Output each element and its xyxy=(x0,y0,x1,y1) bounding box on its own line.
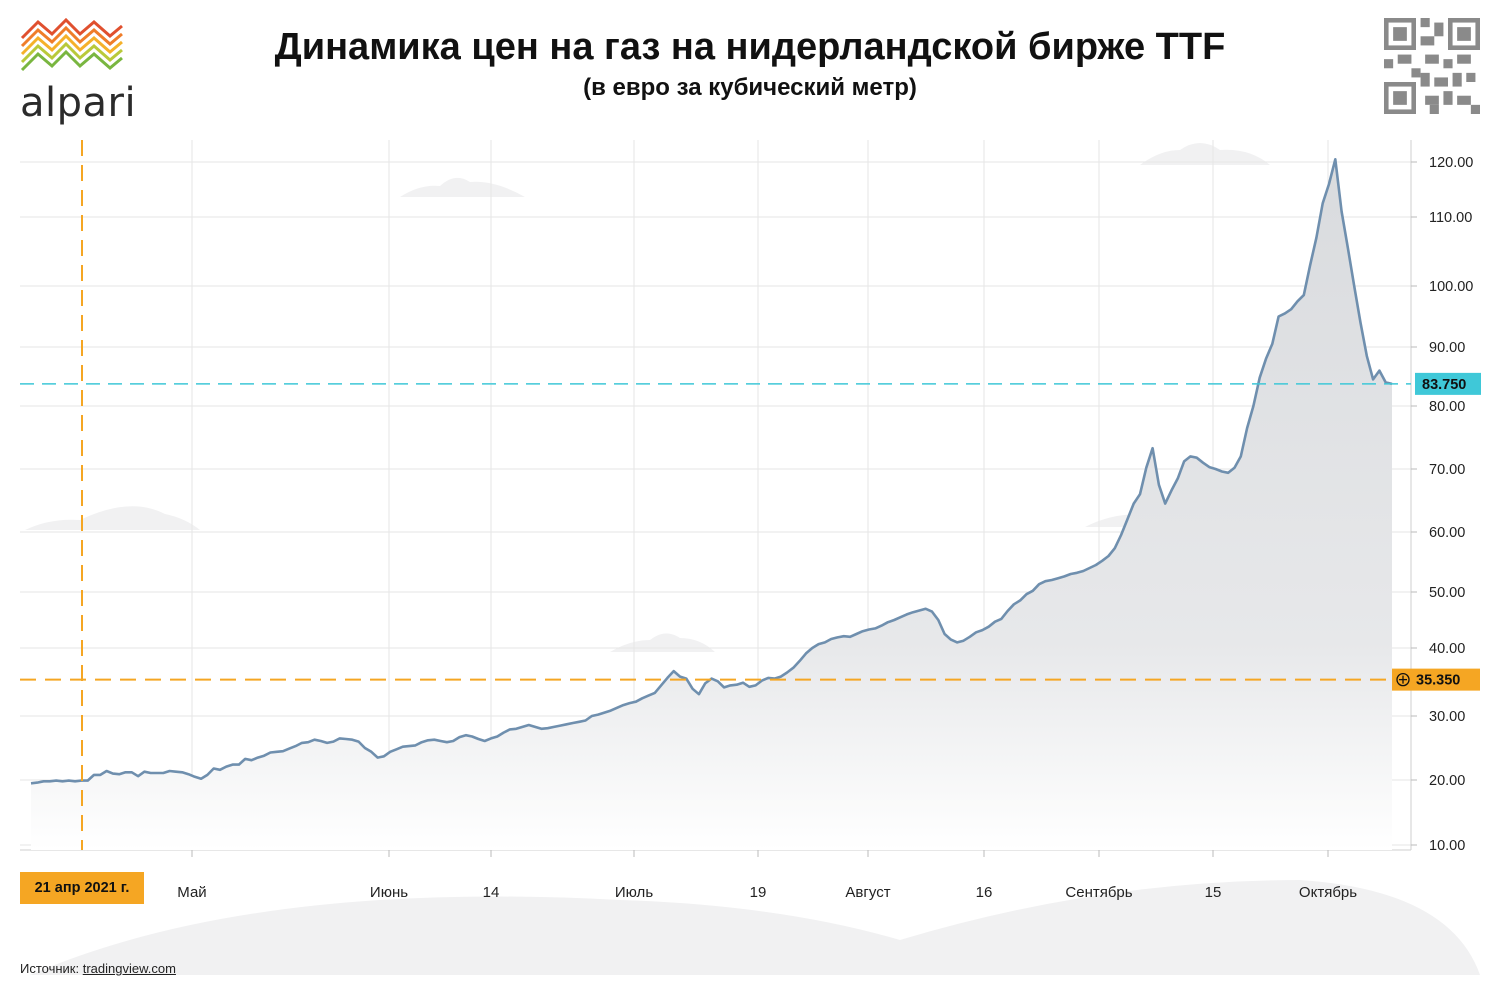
x-tick-label: Май xyxy=(177,884,206,901)
x-tick-label: 14 xyxy=(483,884,500,901)
y-tick-label: 60.00 xyxy=(1429,525,1465,541)
qr-code-icon xyxy=(1384,18,1480,114)
source-note: Источник: tradingview.com xyxy=(20,961,176,976)
x-tick-label: 15 xyxy=(1205,884,1222,901)
x-tick-label: 16 xyxy=(976,884,993,901)
price-area xyxy=(31,159,1392,851)
current-price-badge: 83.750 xyxy=(1415,372,1481,395)
marked-date-badge: 21 апр 2021 г. xyxy=(20,872,144,904)
y-tick-label: 70.00 xyxy=(1429,462,1465,478)
source-link[interactable]: tradingview.com xyxy=(82,961,176,976)
y-tick-label: 80.00 xyxy=(1429,399,1465,415)
y-tick-label: 10.00 xyxy=(1429,838,1465,854)
marked-price-label: 35.350 xyxy=(1416,673,1460,689)
x-tick-label: Август xyxy=(845,884,890,901)
price-line xyxy=(30,158,1393,785)
crosshair-plus-icon xyxy=(1396,672,1410,687)
x-tick-label: Июль xyxy=(615,884,653,901)
y-axis-ticks: 120.00 110.00 100.00 90.00 80.00 70.00 60.00 50… xyxy=(1411,155,1473,854)
y-tick-label: 50.00 xyxy=(1429,585,1465,601)
y-tick-label: 110.00 xyxy=(1429,210,1472,226)
source-label: Источник: xyxy=(20,961,80,976)
x-tick-label: Июнь xyxy=(370,884,408,901)
x-tick-label: Сентябрь xyxy=(1065,884,1132,901)
y-tick-label: 30.00 xyxy=(1429,709,1465,725)
brand-name: alpari xyxy=(20,80,137,126)
current-price-label: 83.750 xyxy=(1422,377,1466,393)
chart-subtitle: (в евро за кубический метр) xyxy=(583,74,917,101)
y-tick-label: 90.00 xyxy=(1429,340,1465,356)
y-tick-label: 120.00 xyxy=(1429,155,1473,171)
marked-price-badge: 35.350 xyxy=(1392,668,1480,691)
marked-date-label: 21 апр 2021 г. xyxy=(34,880,130,896)
chart-title: Динамика цен на газ на нидерландской бир… xyxy=(274,26,1226,68)
x-tick-label: Октябрь xyxy=(1299,884,1357,901)
y-tick-label: 40.00 xyxy=(1429,641,1465,657)
background-clouds xyxy=(25,143,1480,975)
x-axis-ticks: Май Июнь 14 Июль 19 Август 16 Сентябрь 15 Октябрь xyxy=(177,850,1357,901)
y-tick-label: 20.00 xyxy=(1429,773,1465,789)
alpari-logo xyxy=(20,17,123,72)
x-tick-label: 19 xyxy=(750,884,767,901)
y-tick-label: 100.00 xyxy=(1429,279,1473,295)
